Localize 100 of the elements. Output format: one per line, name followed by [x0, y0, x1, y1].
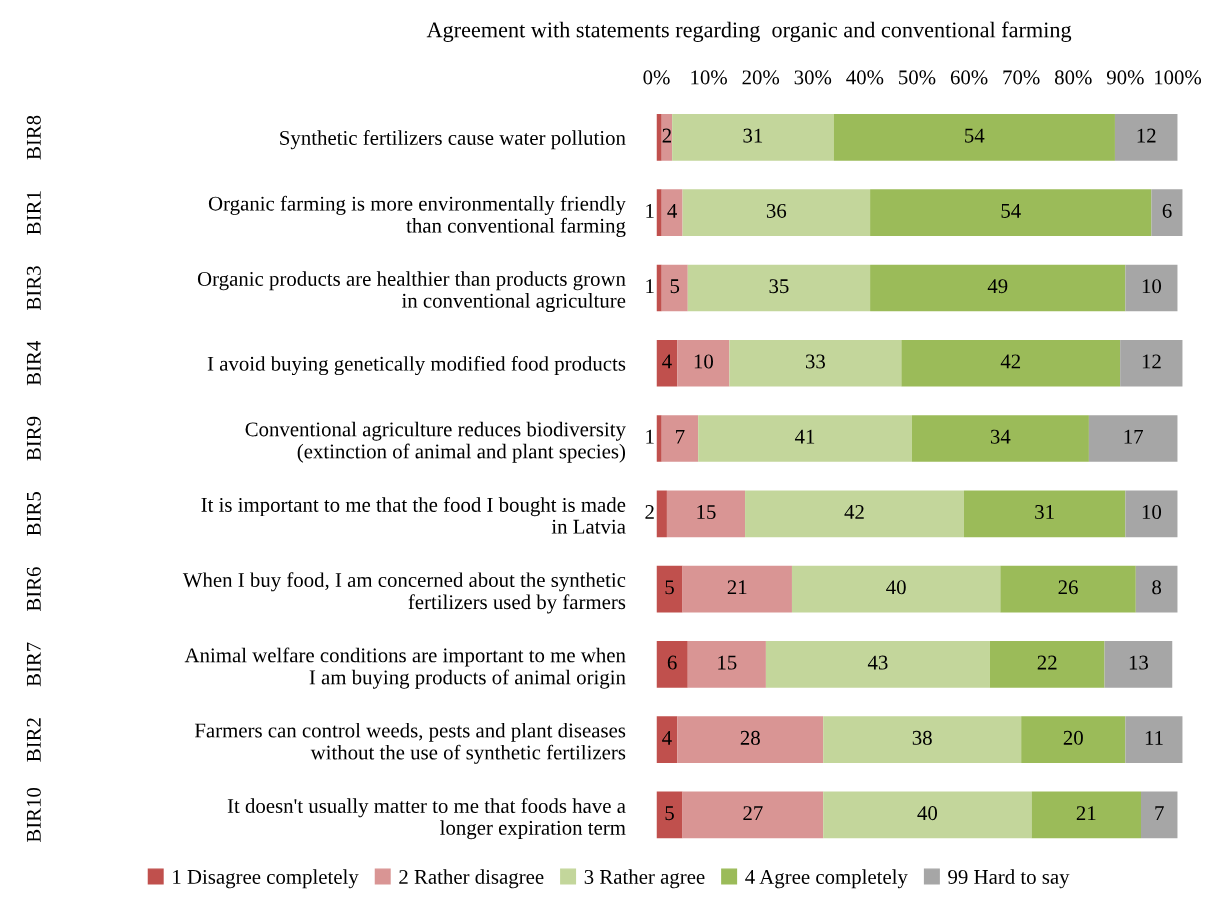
- text: BIR4: [26, 341, 41, 386]
- data-label: 7: [676, 429, 685, 444]
- bar: [656, 641, 688, 688]
- x-tick-label: 90%: [1106, 70, 1144, 85]
- data-label: 11: [1145, 730, 1163, 745]
- bar: [823, 791, 1032, 839]
- data-label: 1: [646, 279, 654, 293]
- bar: [656, 114, 662, 161]
- data-label: 10: [1142, 504, 1162, 520]
- bar: [833, 114, 1115, 161]
- data-label: 41: [794, 429, 815, 444]
- data-label: 5: [670, 279, 680, 294]
- data-label: 35: [769, 279, 789, 294]
- x-tick-label: 60%: [950, 70, 988, 85]
- bar: [666, 490, 746, 538]
- y-tick-label: I avoid buying genetically modified food products: [207, 355, 626, 376]
- data-label: 54: [1001, 203, 1021, 218]
- data-label: 10: [694, 354, 714, 369]
- bar: [677, 716, 824, 763]
- text: BIR9: [26, 416, 41, 461]
- x-tick-label: 30%: [794, 70, 832, 85]
- x-tick-label: 10%: [691, 70, 727, 85]
- data-label: 31: [743, 128, 763, 143]
- bar: [901, 339, 1121, 387]
- bar: [687, 264, 871, 312]
- data-label: 12: [1142, 354, 1161, 369]
- data-label: 15: [697, 505, 716, 520]
- data-label: 15: [718, 655, 737, 670]
- text: BIR6: [26, 567, 41, 612]
- text: BIR7: [26, 642, 41, 687]
- y-tick-label: When I buy food, I am concerned about the synthetic fertilizers used by farmers: [182, 572, 626, 614]
- legend-label: 4 Agree completely: [745, 869, 908, 889]
- y-tick-label: Farmers can control weeds, pests and plant diseases without the use of synthetic fertilizers: [194, 722, 626, 764]
- data-label: 6: [1162, 203, 1172, 218]
- data-label: 17: [1124, 429, 1143, 444]
- bar: [963, 490, 1126, 538]
- bar: [661, 415, 699, 462]
- bar: [911, 415, 1089, 462]
- bar: [656, 415, 662, 462]
- data-label: 4: [667, 203, 678, 218]
- x-tick-label: 20%: [742, 70, 780, 85]
- data-label: 1: [646, 429, 654, 444]
- bar: [656, 189, 662, 237]
- y-tick-label: Conventional agriculture reduces biodiversity (extinction of animal and plant species): [245, 421, 626, 463]
- y-tick-label: It is important to me that the food I bought is made in Latvia: [201, 497, 626, 534]
- bar: [1114, 114, 1178, 161]
- bar: [687, 641, 766, 688]
- data-label: 10: [1142, 279, 1162, 294]
- bar: [729, 339, 902, 387]
- y-tick-label: Organic farming is more environmentally friendly than conventional farming: [208, 195, 626, 238]
- x-tick-label: 70%: [1003, 70, 1040, 85]
- bar: [1104, 641, 1173, 688]
- bar: [656, 565, 683, 613]
- data-label: 42: [1000, 354, 1021, 369]
- x-tick-label: 80%: [1054, 70, 1092, 85]
- data-label: 40: [917, 806, 938, 821]
- bar: [870, 264, 1126, 312]
- text: BIR8: [26, 115, 41, 160]
- text: BIR10: [26, 787, 41, 843]
- data-label: 42: [844, 505, 864, 519]
- data-label: 21: [727, 580, 747, 595]
- data-label: 40: [886, 580, 906, 595]
- y-tick-label: Synthetic fertilizers cause water pollution: [280, 130, 626, 150]
- bar: [1151, 189, 1183, 237]
- bar: [765, 641, 990, 688]
- legend-label: 2 Rather disagree: [399, 869, 544, 889]
- text: BIR2: [26, 718, 41, 762]
- data-label: 54: [965, 128, 985, 143]
- data-label: 2: [662, 128, 671, 143]
- bar: [1120, 339, 1183, 387]
- x-tick-label: 100%: [1155, 70, 1202, 85]
- bar: [1125, 716, 1183, 763]
- bar: [1141, 791, 1178, 839]
- bar: [1021, 716, 1126, 763]
- bar: [677, 339, 730, 387]
- bar: [682, 189, 871, 237]
- y-tick-label: Organic products are healthier than products grown in conventional agriculture: [197, 271, 626, 313]
- y-tick-label: It doesn't usually matter to me that foods have a longer expiration term: [227, 798, 626, 840]
- data-label: 6: [667, 655, 677, 670]
- data-label: 5: [665, 580, 674, 595]
- bar: [682, 791, 824, 839]
- data-label: 2: [645, 505, 654, 519]
- bar: [1125, 490, 1178, 538]
- bar: [745, 490, 964, 538]
- data-label: 1: [646, 203, 654, 218]
- bar: [870, 189, 1152, 237]
- bar: [989, 641, 1105, 688]
- legend-label: 3 Rather agree: [584, 869, 705, 889]
- bar: [672, 114, 834, 161]
- data-label: 4: [662, 354, 672, 369]
- bar: [791, 565, 1001, 613]
- bar: [656, 339, 678, 387]
- bar: [661, 189, 683, 237]
- text: BIR3: [26, 266, 41, 310]
- bar: [698, 415, 912, 462]
- data-label: 8: [1152, 580, 1162, 595]
- data-label: 7: [1155, 806, 1164, 820]
- data-label: 4: [662, 730, 672, 745]
- data-label: 12: [1137, 128, 1156, 143]
- bar: [1135, 565, 1178, 613]
